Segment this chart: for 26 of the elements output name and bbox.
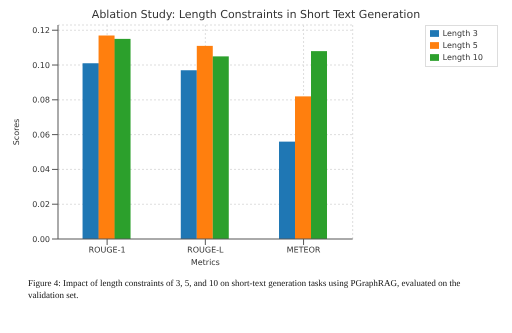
legend-label: Length 5 <box>442 41 478 50</box>
bar <box>311 51 328 239</box>
y-tick-label: 0.00 <box>32 234 50 244</box>
y-tick-label: 0.04 <box>32 165 50 174</box>
y-tick-label: 0.12 <box>32 26 50 36</box>
caption: Figure 4: Impact of length constraints of 3, 5, and 10 on short-text generation tasks using PGraphRAG, evaluated on the validation set. <box>28 277 462 301</box>
y-axis-title: Scores <box>12 118 21 146</box>
bar <box>98 35 115 239</box>
bar <box>114 38 131 239</box>
y-tick-label: 0.08 <box>32 96 50 105</box>
bar <box>295 96 312 239</box>
bar <box>279 142 296 239</box>
y-tick-label: 0.06 <box>32 130 50 140</box>
legend-label: Length 10 <box>442 53 483 62</box>
bar <box>212 56 229 239</box>
x-tick-label: ROUGE-L <box>187 246 224 255</box>
bar <box>82 63 99 239</box>
chart-title: Ablation Study: Length Constraints in Short Text Generation <box>90 8 422 21</box>
legend-label: Length 3 <box>442 29 478 38</box>
x-tick-label: ROUGE-1 <box>88 246 126 255</box>
y-tick-label: 0.10 <box>32 60 50 70</box>
y-tick-label: 0.02 <box>32 200 50 210</box>
x-axis-title: Metrics <box>190 258 220 267</box>
x-tick-label: METEOR <box>286 246 321 255</box>
bar <box>180 70 197 239</box>
bar <box>196 46 213 239</box>
